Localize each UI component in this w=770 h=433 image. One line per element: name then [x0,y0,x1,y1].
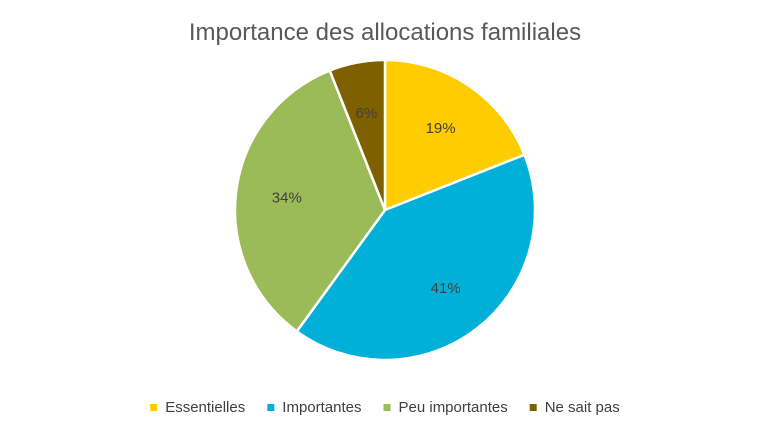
legend-item-peu-importantes: Peu importantes [383,399,508,416]
legend-item-importantes: Importantes [267,399,362,416]
pie-slice-peu-importantes [233,69,387,333]
data-label-essentielles: 19% [426,120,456,137]
legend-item-ne-sait-pas: Ne sait pas [529,399,620,416]
pie-slice-ne-sait-pas [328,58,387,212]
legend-label-peu-importantes: Peu importantes [399,399,508,416]
data-label-ne-sait-pas: 6% [356,105,378,122]
pie-slices [233,58,537,362]
data-label-peu-importantes: 34% [272,190,302,207]
slice-labels: 19% 41% 34% 6% [272,105,461,297]
legend-label-ne-sait-pas: Ne sait pas [545,399,620,416]
legend-swatch-ne-sait-pas [529,404,537,411]
legend: Essentielles Importantes Peu importantes Ne… [150,399,620,416]
pie-slice-essentielles [383,58,526,212]
pie-slice-importantes [295,153,537,362]
legend-swatch-importantes [267,404,275,411]
legend-swatch-essentielles [150,404,158,411]
legend-label-importantes: Importantes [282,399,361,416]
data-label-importantes: 41% [431,280,461,297]
legend-item-essentielles: Essentielles [150,399,245,416]
legend-label-essentielles: Essentielles [165,399,245,416]
chart-title: Importance des allocations familiales [189,19,581,46]
legend-swatch-peu-importantes [383,404,391,411]
